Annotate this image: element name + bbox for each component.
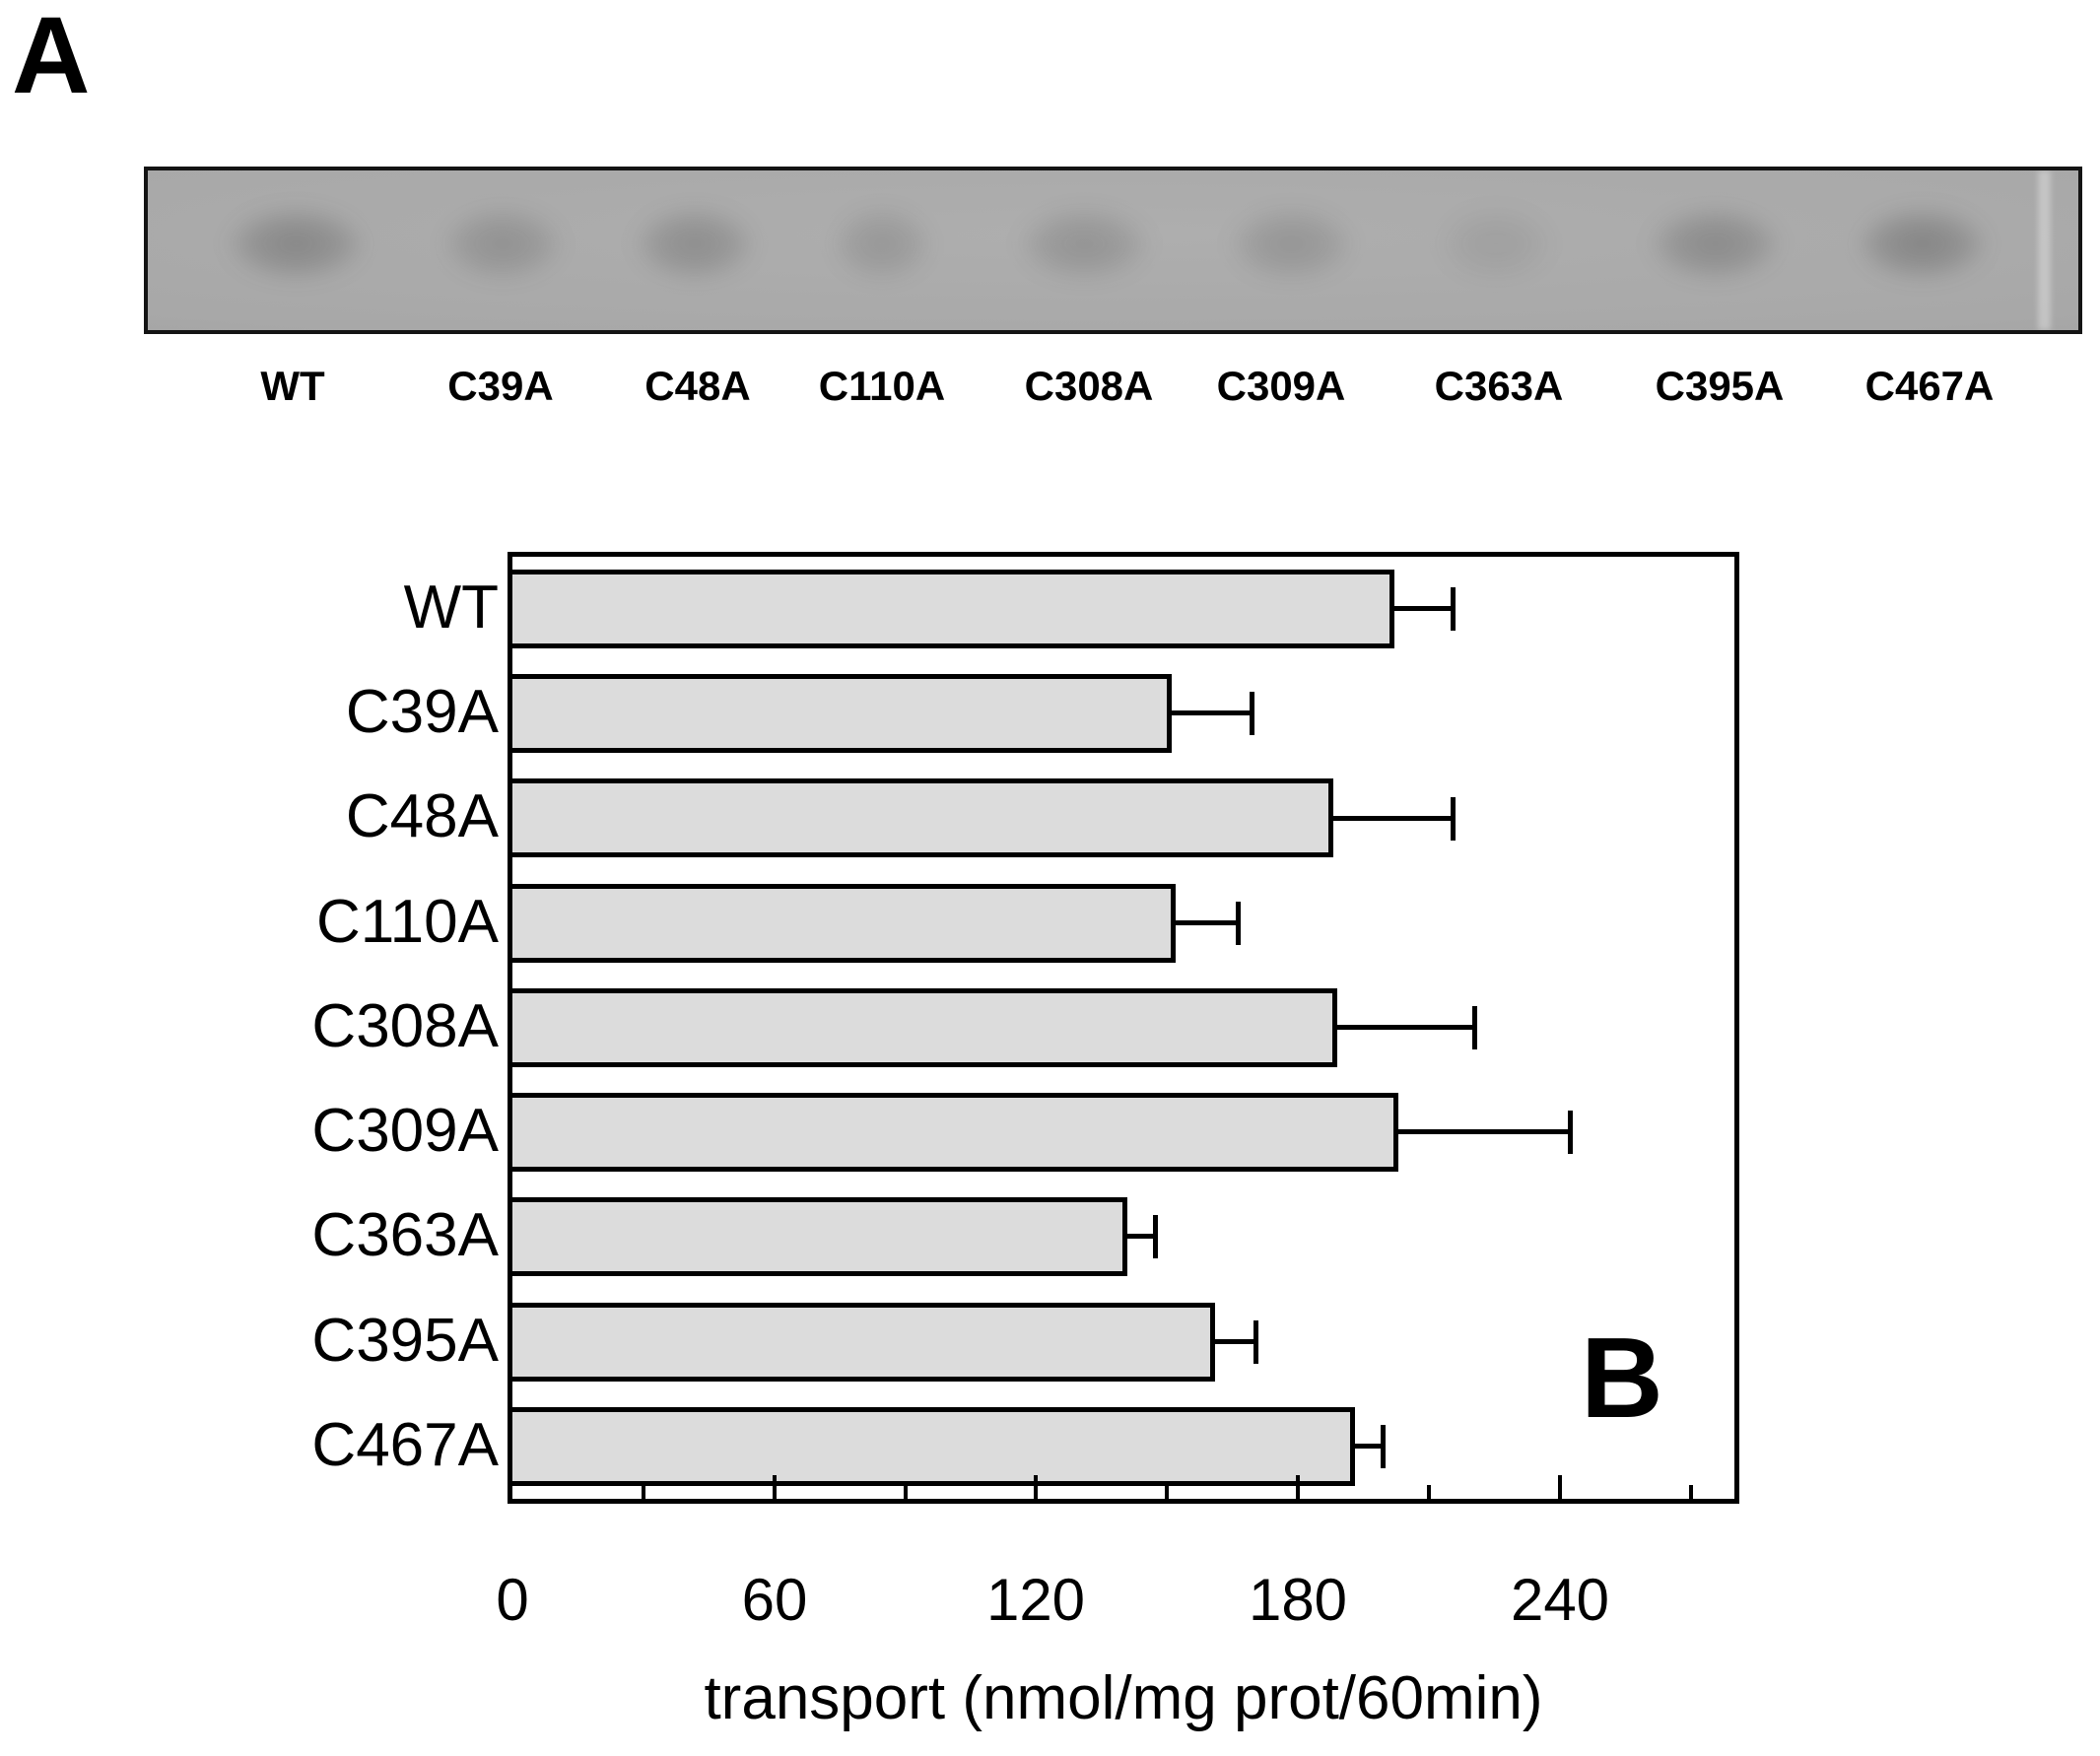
x-minor-tick-30: [642, 1485, 645, 1499]
error-bar-C363A: [1127, 1234, 1158, 1239]
error-cap-C308A: [1472, 1006, 1477, 1049]
x-tick-label-60: 60: [741, 1567, 808, 1633]
x-minor-tick-270: [1689, 1485, 1693, 1499]
y-axis-label-C48A: C48A: [345, 781, 499, 850]
blot-lane-label-C309A: C309A: [1216, 363, 1346, 409]
x-minor-tick-210: [1427, 1485, 1431, 1499]
y-axis-label-C467A: C467A: [311, 1410, 499, 1479]
bar-C309A: [512, 1093, 1398, 1172]
blot-band-C110A: [813, 192, 951, 296]
x-tick-label-0: 0: [496, 1567, 529, 1633]
error-bar-C395A: [1215, 1339, 1258, 1344]
error-bar-C467A: [1355, 1444, 1386, 1449]
error-bar-WT: [1394, 606, 1456, 611]
blot-lane-label-C467A: C467A: [1864, 363, 1995, 409]
bar-C110A: [512, 884, 1176, 963]
bar-C39A: [512, 674, 1172, 753]
x-tick-label-120: 120: [985, 1567, 1086, 1633]
x-major-tick-180: [1296, 1475, 1300, 1499]
y-axis-label-C308A: C308A: [311, 991, 499, 1060]
bar-C48A: [512, 778, 1333, 857]
blot-lane-label-C308A: C308A: [1024, 363, 1154, 409]
panel-a-label: A: [12, 0, 91, 116]
blot-band-C363A: [1417, 192, 1575, 296]
x-major-tick-60: [773, 1475, 777, 1499]
y-axis-label-C110A: C110A: [316, 887, 499, 956]
panel-b-label: B: [1581, 1314, 1663, 1442]
x-minor-tick-90: [904, 1485, 908, 1499]
error-bar-C39A: [1172, 710, 1254, 715]
bar-chart-plot-area: [508, 552, 1739, 1504]
blot-lane-label-C363A: C363A: [1434, 363, 1564, 409]
error-cap-C39A: [1250, 692, 1254, 735]
bar-C308A: [512, 988, 1337, 1067]
x-tick-label-180: 180: [1248, 1567, 1348, 1633]
blot-band-C308A: [992, 192, 1176, 296]
x-axis-title: transport (nmol/mg prot/60min): [704, 1664, 1543, 1732]
blot-band-WT: [199, 192, 392, 296]
x-major-tick-120: [1034, 1475, 1038, 1499]
error-cap-C48A: [1451, 797, 1456, 841]
error-bar-C48A: [1333, 816, 1456, 821]
y-axis-label-C363A: C363A: [311, 1200, 499, 1269]
error-cap-C395A: [1253, 1320, 1258, 1364]
y-axis-label-C309A: C309A: [311, 1096, 499, 1165]
x-major-tick-240: [1558, 1475, 1562, 1499]
y-axis-label-C39A: C39A: [345, 677, 499, 746]
bar-WT: [512, 570, 1394, 648]
error-cap-WT: [1451, 587, 1456, 631]
error-bar-C308A: [1337, 1025, 1477, 1030]
error-bar-C110A: [1176, 920, 1241, 925]
x-minor-tick-150: [1165, 1485, 1169, 1499]
bar-C363A: [512, 1197, 1127, 1276]
blot-lane-label-C395A: C395A: [1655, 363, 1785, 409]
error-cap-C110A: [1236, 902, 1241, 945]
blot-band-C395A: [1623, 192, 1806, 296]
y-axis-label-C395A: C395A: [311, 1306, 499, 1375]
blot-lane-label-C110A: C110A: [818, 363, 946, 409]
x-tick-label-240: 240: [1510, 1567, 1610, 1633]
blot-lane-label-C48A: C48A: [644, 363, 751, 409]
error-cap-C467A: [1381, 1425, 1386, 1468]
blot-band-C309A: [1204, 192, 1378, 296]
bar-C395A: [512, 1303, 1215, 1382]
blot-band-C39A: [419, 192, 586, 296]
error-cap-C309A: [1568, 1111, 1573, 1154]
blot-lane-label-C39A: C39A: [447, 363, 554, 409]
error-bar-C309A: [1398, 1129, 1573, 1134]
blot-band-C467A: [1830, 192, 2013, 296]
blot-lane-label-WT: WT: [260, 363, 325, 409]
blot-light-streak: [2038, 170, 2051, 330]
western-blot-image: [144, 167, 2082, 334]
y-axis-label-WT: WT: [403, 573, 499, 642]
error-cap-C363A: [1153, 1215, 1158, 1258]
blot-band-C48A: [611, 192, 779, 296]
bar-C467A: [512, 1407, 1355, 1486]
